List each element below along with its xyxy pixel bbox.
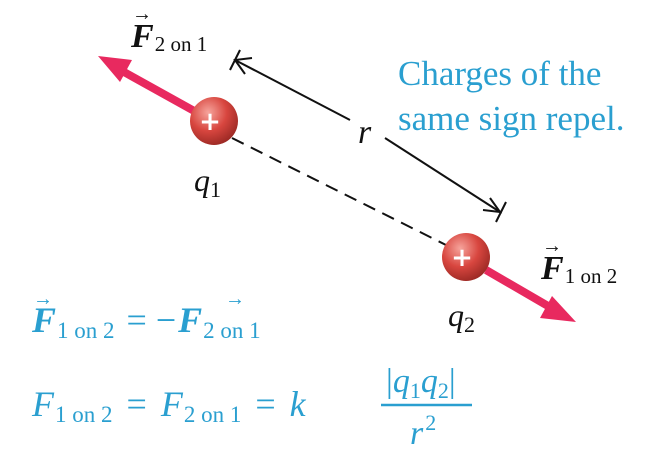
eq1-lhs-subscript: 1 on 2 bbox=[57, 318, 115, 343]
equation-1: F1 on 2 = −F2 on 1 bbox=[31, 300, 261, 343]
eq1-rhs-subscript: 2 on 1 bbox=[203, 318, 261, 343]
eq2-den-power: 2 bbox=[425, 410, 436, 435]
charge-q1-symbol: q bbox=[194, 162, 210, 198]
eq2-mid-symbol: F bbox=[160, 384, 184, 424]
eq2-constant: k bbox=[290, 384, 307, 424]
charge-q1-label: q1 bbox=[194, 162, 221, 202]
eq2-equals-1: = bbox=[127, 384, 147, 424]
charge-q2-sphere bbox=[442, 233, 490, 281]
equation-vector-forces: → → F1 on 2 = −F2 on 1 bbox=[31, 288, 261, 343]
eq1-rhs-vector-mark: → bbox=[225, 288, 245, 310]
eq2-den-r: r bbox=[410, 415, 424, 452]
separation-dashed-line bbox=[231, 137, 449, 247]
eq2-lhs-symbol: F bbox=[31, 384, 55, 424]
eq1-lhs-symbol: F bbox=[31, 300, 56, 340]
eq2-num-bar-right: | bbox=[449, 363, 456, 400]
eq1-operator: = − bbox=[127, 300, 177, 340]
equation-2: F1 on 2 = F2 on 1 = k bbox=[31, 384, 307, 427]
force-label-1-on-2-text: F1 on 2 bbox=[540, 250, 617, 288]
caption-line-1: Charges of the bbox=[398, 54, 601, 93]
eq2-lhs-subscript: 1 on 2 bbox=[55, 402, 113, 427]
charge-q1-sphere bbox=[190, 97, 238, 145]
charge-q2-label: q2 bbox=[448, 297, 475, 337]
force-label-2-on-1-vector-mark: → bbox=[132, 3, 152, 25]
charge-q2-sign: + bbox=[451, 243, 473, 273]
eq2-numerator: |q1q2| bbox=[386, 363, 456, 403]
charge-q2-symbol: q bbox=[448, 297, 464, 333]
force-label-1-on-2-vector-mark: → bbox=[542, 235, 562, 257]
charge-q1-sign: + bbox=[199, 107, 221, 137]
eq2-num-q-a: q bbox=[393, 363, 410, 400]
force-label-2-on-1-subscript: 2 on 1 bbox=[155, 32, 208, 56]
force-arrow-1-on-2 bbox=[483, 266, 576, 322]
distance-indicator bbox=[229, 49, 507, 223]
eq2-mid-subscript: 2 on 1 bbox=[184, 402, 242, 427]
eq1-lhs-vector-mark: → bbox=[33, 288, 53, 310]
force-arrow-2-on-1 bbox=[98, 56, 198, 116]
eq2-num-bar-left: | bbox=[386, 363, 393, 400]
force-label-2-on-1: → F2 on 1 bbox=[130, 3, 207, 56]
charge-q2: + bbox=[442, 233, 490, 281]
force-label-1-on-2-symbol: F bbox=[540, 250, 564, 287]
force-label-2-on-1-text: F2 on 1 bbox=[130, 18, 207, 56]
force-label-1-on-2-subscript: 1 on 2 bbox=[565, 264, 618, 288]
eq2-num-a-index: 1 bbox=[410, 378, 421, 403]
distance-label: r bbox=[358, 114, 372, 151]
eq1-rhs-symbol: F bbox=[177, 300, 202, 340]
equation-coulomb-law: F1 on 2 = F2 on 1 = k |q1q2| r2 bbox=[31, 363, 472, 452]
force-label-1-on-2: → F1 on 2 bbox=[540, 235, 617, 288]
charge-q1-index: 1 bbox=[210, 177, 221, 202]
charge-q1: + bbox=[190, 97, 238, 145]
force-label-2-on-1-symbol: F bbox=[130, 18, 154, 55]
charge-q2-index: 2 bbox=[464, 312, 475, 337]
caption-line-2: same sign repel. bbox=[398, 99, 624, 138]
eq2-denominator: r2 bbox=[410, 410, 436, 452]
eq2-num-q-b: q bbox=[421, 363, 438, 400]
eq2-num-b-index: 2 bbox=[438, 378, 449, 403]
eq2-equals-2: = bbox=[255, 384, 275, 424]
